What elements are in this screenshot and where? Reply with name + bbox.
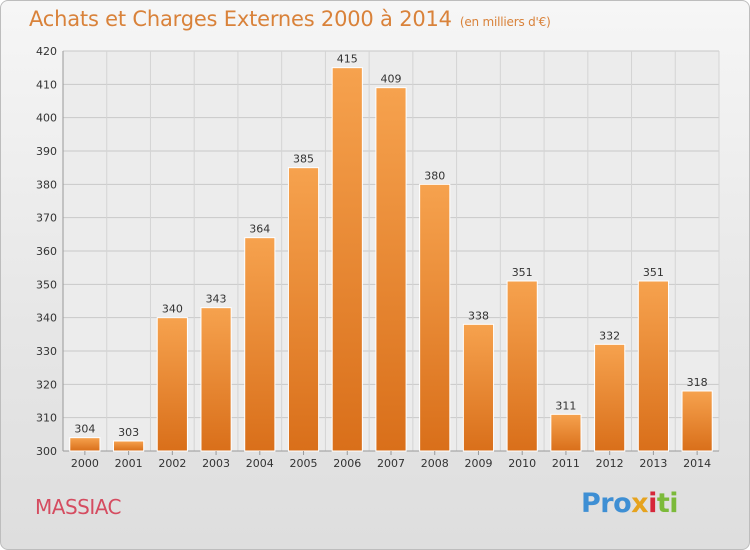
y-tick-label: 400 xyxy=(36,112,57,125)
bar xyxy=(681,390,713,452)
chart-title: Achats et Charges Externes 2000 à 2014 (e… xyxy=(29,7,551,31)
x-tick-label: 2004 xyxy=(246,457,274,470)
bar xyxy=(462,323,495,452)
x-tick-label: 2008 xyxy=(421,457,449,470)
logo-part-2: x xyxy=(631,488,649,519)
bar-value-label: 311 xyxy=(555,399,576,412)
y-tick-label: 420 xyxy=(36,45,57,58)
bar-value-label: 338 xyxy=(468,309,489,322)
bar xyxy=(113,440,145,452)
x-tick-label: 2002 xyxy=(158,457,186,470)
x-tick-label: 2001 xyxy=(115,457,143,470)
y-tick-label: 410 xyxy=(36,78,57,91)
y-tick-label: 350 xyxy=(36,278,57,291)
y-tick-label: 380 xyxy=(36,178,57,191)
bar-value-label: 415 xyxy=(337,53,358,66)
proxiti-logo: Proxiti xyxy=(581,488,679,519)
x-tick-label: 2013 xyxy=(639,457,667,470)
bar-value-label: 343 xyxy=(206,293,227,306)
x-tick-label: 2003 xyxy=(202,457,230,470)
bar-value-label: 380 xyxy=(424,169,445,182)
bar-value-label: 364 xyxy=(249,223,270,236)
bar xyxy=(69,437,101,452)
chart-title-text: Achats et Charges Externes 2000 à 2014 xyxy=(29,7,452,31)
bar xyxy=(331,67,363,452)
bar xyxy=(419,183,451,452)
x-tick-label: 2009 xyxy=(464,457,492,470)
bar-value-label: 303 xyxy=(118,426,139,439)
bar xyxy=(594,343,626,452)
bar xyxy=(244,237,276,452)
bar xyxy=(156,317,188,452)
y-tick-label: 370 xyxy=(36,212,57,225)
bar xyxy=(506,280,538,452)
y-tick-label: 330 xyxy=(36,345,57,358)
bar xyxy=(550,413,582,452)
x-tick-label: 2011 xyxy=(552,457,580,470)
logo-part-1: Pro xyxy=(581,488,632,519)
bar-value-label: 385 xyxy=(293,153,314,166)
bar xyxy=(287,167,320,452)
bar xyxy=(200,307,232,452)
bar-value-label: 340 xyxy=(162,303,183,316)
y-tick-label: 390 xyxy=(36,145,57,158)
logo-part-4: ti xyxy=(656,488,679,519)
logo-part-3: i xyxy=(648,488,657,519)
chart-subtitle: (en milliers d'€) xyxy=(459,15,551,29)
x-tick-label: 2005 xyxy=(290,457,318,470)
bar-value-label: 304 xyxy=(74,423,95,436)
y-tick-label: 340 xyxy=(36,312,57,325)
commune-name: MASSIAC xyxy=(35,495,122,519)
x-tick-label: 2014 xyxy=(683,457,711,470)
bar-value-label: 332 xyxy=(599,329,620,342)
y-tick-label: 310 xyxy=(36,412,57,425)
x-tick-label: 2006 xyxy=(333,457,361,470)
bar-value-label: 351 xyxy=(643,266,664,279)
y-tick-label: 300 xyxy=(36,445,57,458)
x-tick-label: 2007 xyxy=(377,457,405,470)
bar xyxy=(637,280,669,452)
bar xyxy=(375,87,407,452)
bar-value-label: 318 xyxy=(687,376,708,389)
y-tick-label: 320 xyxy=(36,378,57,391)
x-tick-label: 2012 xyxy=(596,457,624,470)
x-tick-label: 2000 xyxy=(71,457,99,470)
bar-value-label: 409 xyxy=(381,73,402,86)
bar-value-label: 351 xyxy=(512,266,533,279)
y-tick-label: 360 xyxy=(36,245,57,258)
x-tick-label: 2010 xyxy=(508,457,536,470)
